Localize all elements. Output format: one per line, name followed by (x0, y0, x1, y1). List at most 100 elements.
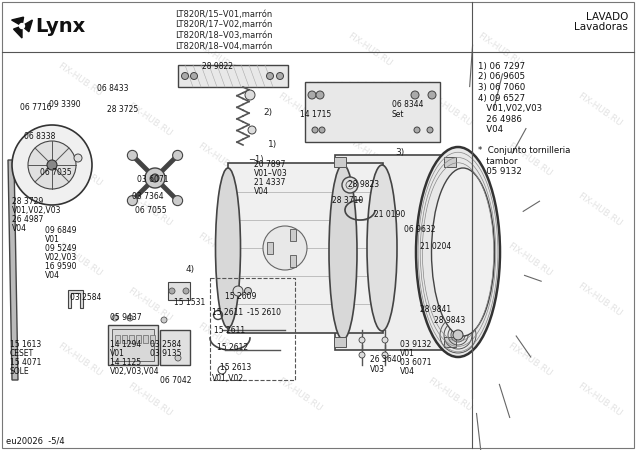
Bar (334, 337, 346, 347)
Text: FIX-HUB.RU: FIX-HUB.RU (426, 282, 474, 319)
Text: 26 4986: 26 4986 (478, 114, 522, 123)
Bar (129, 335, 134, 343)
Circle shape (382, 337, 388, 343)
Circle shape (127, 150, 137, 160)
Text: 14 1294: 14 1294 (110, 340, 141, 349)
Text: V01–V03: V01–V03 (254, 169, 287, 178)
Circle shape (233, 286, 243, 296)
Text: 06 8338: 06 8338 (24, 132, 55, 141)
Text: FIX-HUB.RU: FIX-HUB.RU (576, 282, 624, 319)
Text: 3): 3) (395, 148, 404, 157)
Text: FIX-HUB.RU: FIX-HUB.RU (197, 141, 244, 179)
Ellipse shape (216, 168, 240, 328)
Text: V04: V04 (400, 367, 415, 376)
Bar (334, 157, 346, 167)
Text: FIX-HUB.RU: FIX-HUB.RU (56, 62, 104, 99)
Circle shape (382, 352, 388, 358)
Text: FIX-HUB.RU: FIX-HUB.RU (506, 342, 554, 378)
Text: FIX-HUB.RU: FIX-HUB.RU (426, 377, 474, 414)
Text: V01,V02: V01,V02 (212, 374, 244, 383)
Text: FIX-HUB.RU: FIX-HUB.RU (346, 32, 394, 68)
Circle shape (411, 91, 419, 99)
Text: SOLE: SOLE (10, 367, 30, 376)
Bar (289, 229, 296, 241)
Circle shape (28, 141, 76, 189)
Polygon shape (8, 160, 18, 380)
Text: V04: V04 (12, 224, 27, 233)
Bar (160, 330, 190, 365)
Text: 15 1531: 15 1531 (174, 298, 205, 307)
Text: FIX-HUB.RU: FIX-HUB.RU (426, 186, 474, 224)
Text: tambor: tambor (478, 157, 518, 166)
Circle shape (172, 150, 183, 160)
Text: 06 8433: 06 8433 (97, 84, 128, 93)
Text: V01: V01 (110, 349, 125, 358)
Text: 1) 06 7297: 1) 06 7297 (478, 62, 525, 71)
Circle shape (319, 127, 325, 133)
Text: eu20026  -5/4: eu20026 -5/4 (6, 436, 65, 445)
Circle shape (47, 160, 57, 170)
Bar (289, 255, 296, 267)
Text: V01: V01 (45, 235, 60, 244)
Text: 05 9437: 05 9437 (110, 313, 142, 322)
Text: 03 2584: 03 2584 (150, 340, 181, 349)
Circle shape (181, 72, 188, 80)
Text: 14 1715: 14 1715 (300, 110, 331, 119)
Circle shape (245, 90, 255, 100)
Text: FIX-HUB.RU: FIX-HUB.RU (56, 152, 104, 189)
Circle shape (266, 72, 273, 80)
Text: 3) 06 7060: 3) 06 7060 (478, 83, 525, 92)
Bar (444, 337, 456, 347)
Text: LT820R/18–V04,marrón: LT820R/18–V04,marrón (175, 41, 272, 50)
Text: 06 7035: 06 7035 (40, 168, 72, 177)
Text: V04: V04 (478, 125, 503, 134)
Circle shape (127, 315, 133, 321)
Bar (112, 329, 154, 361)
Text: 15 2612: 15 2612 (217, 343, 248, 352)
Circle shape (74, 154, 82, 162)
Text: FIX-HUB.RU: FIX-HUB.RU (197, 231, 244, 269)
Text: *  Conjunto tornilleria: * Conjunto tornilleria (478, 146, 570, 155)
Bar (115, 335, 120, 343)
Text: FIX-HUB.RU: FIX-HUB.RU (576, 192, 624, 229)
Text: 15 2609: 15 2609 (225, 292, 256, 301)
Circle shape (161, 317, 167, 323)
Bar (122, 335, 127, 343)
Circle shape (414, 127, 420, 133)
Circle shape (12, 125, 92, 205)
Bar (136, 335, 141, 343)
Text: 15 4071: 15 4071 (10, 358, 41, 367)
Text: 2): 2) (263, 108, 272, 117)
Text: V04: V04 (254, 187, 269, 196)
Text: V04: V04 (45, 271, 60, 280)
Text: 28 3725: 28 3725 (107, 105, 138, 114)
Bar (444, 157, 456, 167)
Text: 1): 1) (268, 140, 277, 149)
Text: 28 9822: 28 9822 (202, 62, 233, 71)
Text: V03: V03 (370, 365, 385, 374)
Text: LT820R/18–V03,marrón: LT820R/18–V03,marrón (175, 31, 272, 40)
Circle shape (151, 174, 159, 182)
Text: 15 2613: 15 2613 (220, 363, 251, 372)
Circle shape (342, 177, 358, 193)
Text: V01,V02,V03: V01,V02,V03 (478, 104, 542, 113)
Text: 28 3710: 28 3710 (332, 196, 363, 205)
Text: 06 7042: 06 7042 (160, 376, 191, 385)
Text: FIX-HUB.RU: FIX-HUB.RU (276, 377, 324, 414)
Circle shape (312, 127, 318, 133)
Circle shape (169, 288, 175, 294)
Text: 15 2611: 15 2611 (214, 326, 245, 335)
Text: FIX-HUB.RU: FIX-HUB.RU (506, 242, 554, 279)
Text: Lavadoras: Lavadoras (574, 22, 628, 32)
Text: 26 4987: 26 4987 (12, 215, 43, 224)
Circle shape (248, 126, 256, 134)
Polygon shape (13, 26, 22, 38)
Text: 03 9135: 03 9135 (150, 349, 181, 358)
Text: 03 7364: 03 7364 (132, 192, 163, 201)
Text: 14 1125: 14 1125 (110, 358, 141, 367)
Text: 28 3729: 28 3729 (12, 197, 43, 206)
Text: FIX-HUB.RU: FIX-HUB.RU (276, 91, 324, 129)
Text: 09 6849: 09 6849 (45, 226, 76, 235)
Text: 21 0190: 21 0190 (374, 210, 405, 219)
Text: V02,V03: V02,V03 (45, 253, 77, 262)
